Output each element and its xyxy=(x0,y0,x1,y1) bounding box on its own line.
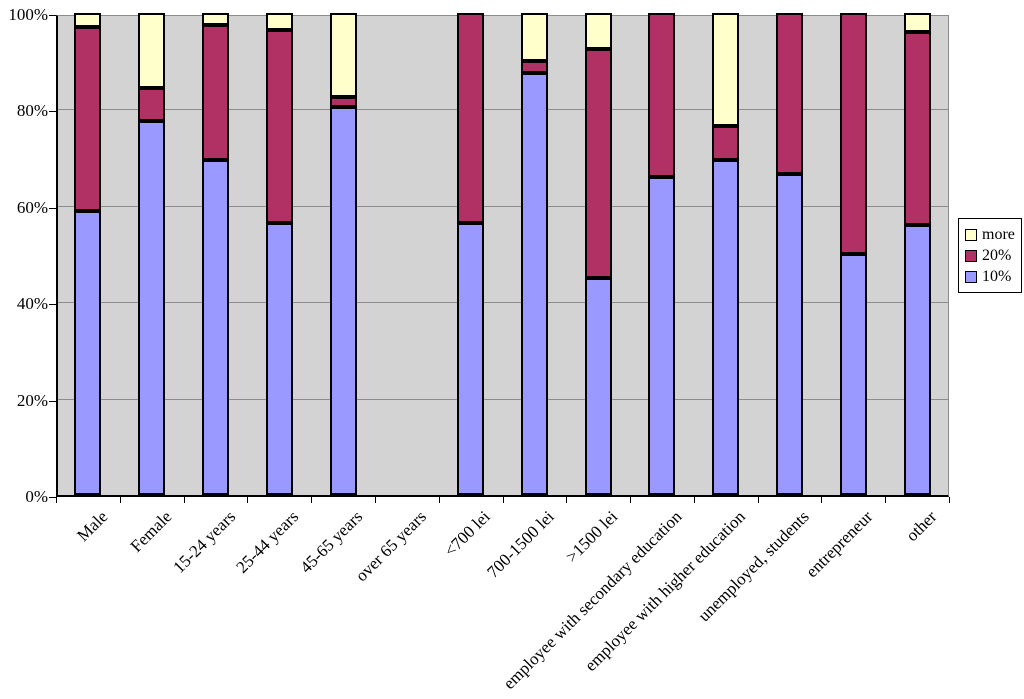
legend-item-10pct: 10% xyxy=(965,266,1015,287)
bar-segment-20pct-6 xyxy=(457,13,485,223)
bar-segment-20pct-4 xyxy=(329,97,357,107)
x-axis-tick xyxy=(885,497,887,503)
bar-segment-more-3 xyxy=(265,13,293,30)
x-axis-tick xyxy=(438,497,440,503)
category-label-7: 700-1500 lei xyxy=(483,507,558,582)
category-label-6: <700 lei xyxy=(440,507,495,561)
x-axis-tick xyxy=(183,497,185,503)
bar-segment-more-10 xyxy=(712,13,740,127)
bar-segment-more-13 xyxy=(903,13,931,33)
category-label-12: entrepreneur xyxy=(802,507,877,582)
bar-segment-10pct-0 xyxy=(74,210,102,495)
x-axis-tick xyxy=(247,497,249,503)
bar-segment-10pct-2 xyxy=(201,160,229,495)
bar-segment-10pct-11 xyxy=(776,174,804,495)
bar-segment-more-7 xyxy=(520,13,548,62)
x-axis-tick xyxy=(56,497,57,503)
category-label-11: unemployed, students xyxy=(694,507,813,626)
x-axis-tick xyxy=(630,497,632,503)
legend: more 20% 10% xyxy=(958,218,1022,293)
legend-label: 10% xyxy=(982,267,1012,285)
legend-label: more xyxy=(982,225,1015,243)
bar-segment-20pct-3 xyxy=(265,29,293,223)
bar-segment-10pct-7 xyxy=(520,73,548,495)
bar-segment-10pct-9 xyxy=(648,176,676,495)
legend-item-20pct: 20% xyxy=(965,245,1015,266)
x-axis-tick xyxy=(949,497,950,503)
bar-segment-10pct-4 xyxy=(329,107,357,495)
bar-segment-20pct-12 xyxy=(839,13,867,254)
category-label-13: other xyxy=(902,507,941,546)
bar-segment-10pct-10 xyxy=(712,160,740,495)
bar-segment-more-0 xyxy=(74,13,102,28)
y-axis-tick xyxy=(49,497,56,498)
bar-segment-20pct-10 xyxy=(712,126,740,161)
bar-segment-10pct-8 xyxy=(584,278,612,495)
bar-segment-10pct-12 xyxy=(839,254,867,495)
bar-segment-20pct-2 xyxy=(201,25,229,161)
x-axis-tick xyxy=(311,497,313,503)
y-axis-tick xyxy=(49,207,56,209)
plot-area xyxy=(56,13,949,497)
legend-item-more: more xyxy=(965,224,1015,245)
category-label-2: 15-24 years xyxy=(169,507,239,577)
legend-swatch-icon xyxy=(965,228,977,241)
y-axis-tick xyxy=(49,15,56,16)
category-label-0: Male xyxy=(73,507,112,546)
category-label-1: Female xyxy=(126,507,176,556)
y-axis-label-20: 20% xyxy=(16,390,48,410)
x-axis-tick xyxy=(821,497,823,503)
bar-segment-more-8 xyxy=(584,13,612,50)
x-axis-tick xyxy=(502,497,504,503)
bar-segment-20pct-11 xyxy=(776,13,804,175)
y-axis-tick xyxy=(49,111,56,113)
y-axis-tick xyxy=(49,304,56,306)
bar-segment-20pct-8 xyxy=(584,49,612,279)
bar-segment-more-2 xyxy=(201,13,229,26)
bar-segment-20pct-9 xyxy=(648,13,676,177)
y-axis-label-80: 80% xyxy=(16,101,48,121)
x-axis-tick xyxy=(566,497,568,503)
legend-swatch-icon xyxy=(965,270,977,283)
category-label-8: >1500 lei xyxy=(562,507,622,567)
bar-segment-20pct-0 xyxy=(74,27,102,211)
y-axis-label-0: 0% xyxy=(25,487,48,506)
bar-segment-10pct-1 xyxy=(138,121,166,495)
y-axis-label-100: 100% xyxy=(8,5,48,24)
bar-segment-10pct-3 xyxy=(265,222,293,495)
bar-segment-more-4 xyxy=(329,13,357,98)
bar-segment-more-1 xyxy=(138,13,166,88)
gridline-20 xyxy=(58,398,948,400)
x-axis-tick xyxy=(757,497,759,503)
y-axis-tick xyxy=(49,400,56,402)
legend-swatch-icon xyxy=(965,249,977,262)
x-axis-tick xyxy=(374,497,376,503)
y-axis-label-40: 40% xyxy=(16,294,48,314)
bar-segment-20pct-7 xyxy=(520,61,548,74)
gridline-40 xyxy=(58,302,948,304)
x-axis-tick xyxy=(119,497,121,503)
category-label-3: 25-44 years xyxy=(232,507,303,577)
bar-segment-10pct-6 xyxy=(457,222,485,495)
bar-segment-20pct-13 xyxy=(903,32,931,226)
gridline-60 xyxy=(58,205,948,207)
bar-segment-10pct-13 xyxy=(903,225,931,495)
legend-label: 20% xyxy=(982,246,1012,264)
x-axis-tick xyxy=(693,497,695,503)
gridline-80 xyxy=(58,109,948,111)
y-axis-label-60: 60% xyxy=(16,197,48,217)
bar-segment-20pct-1 xyxy=(138,87,166,122)
